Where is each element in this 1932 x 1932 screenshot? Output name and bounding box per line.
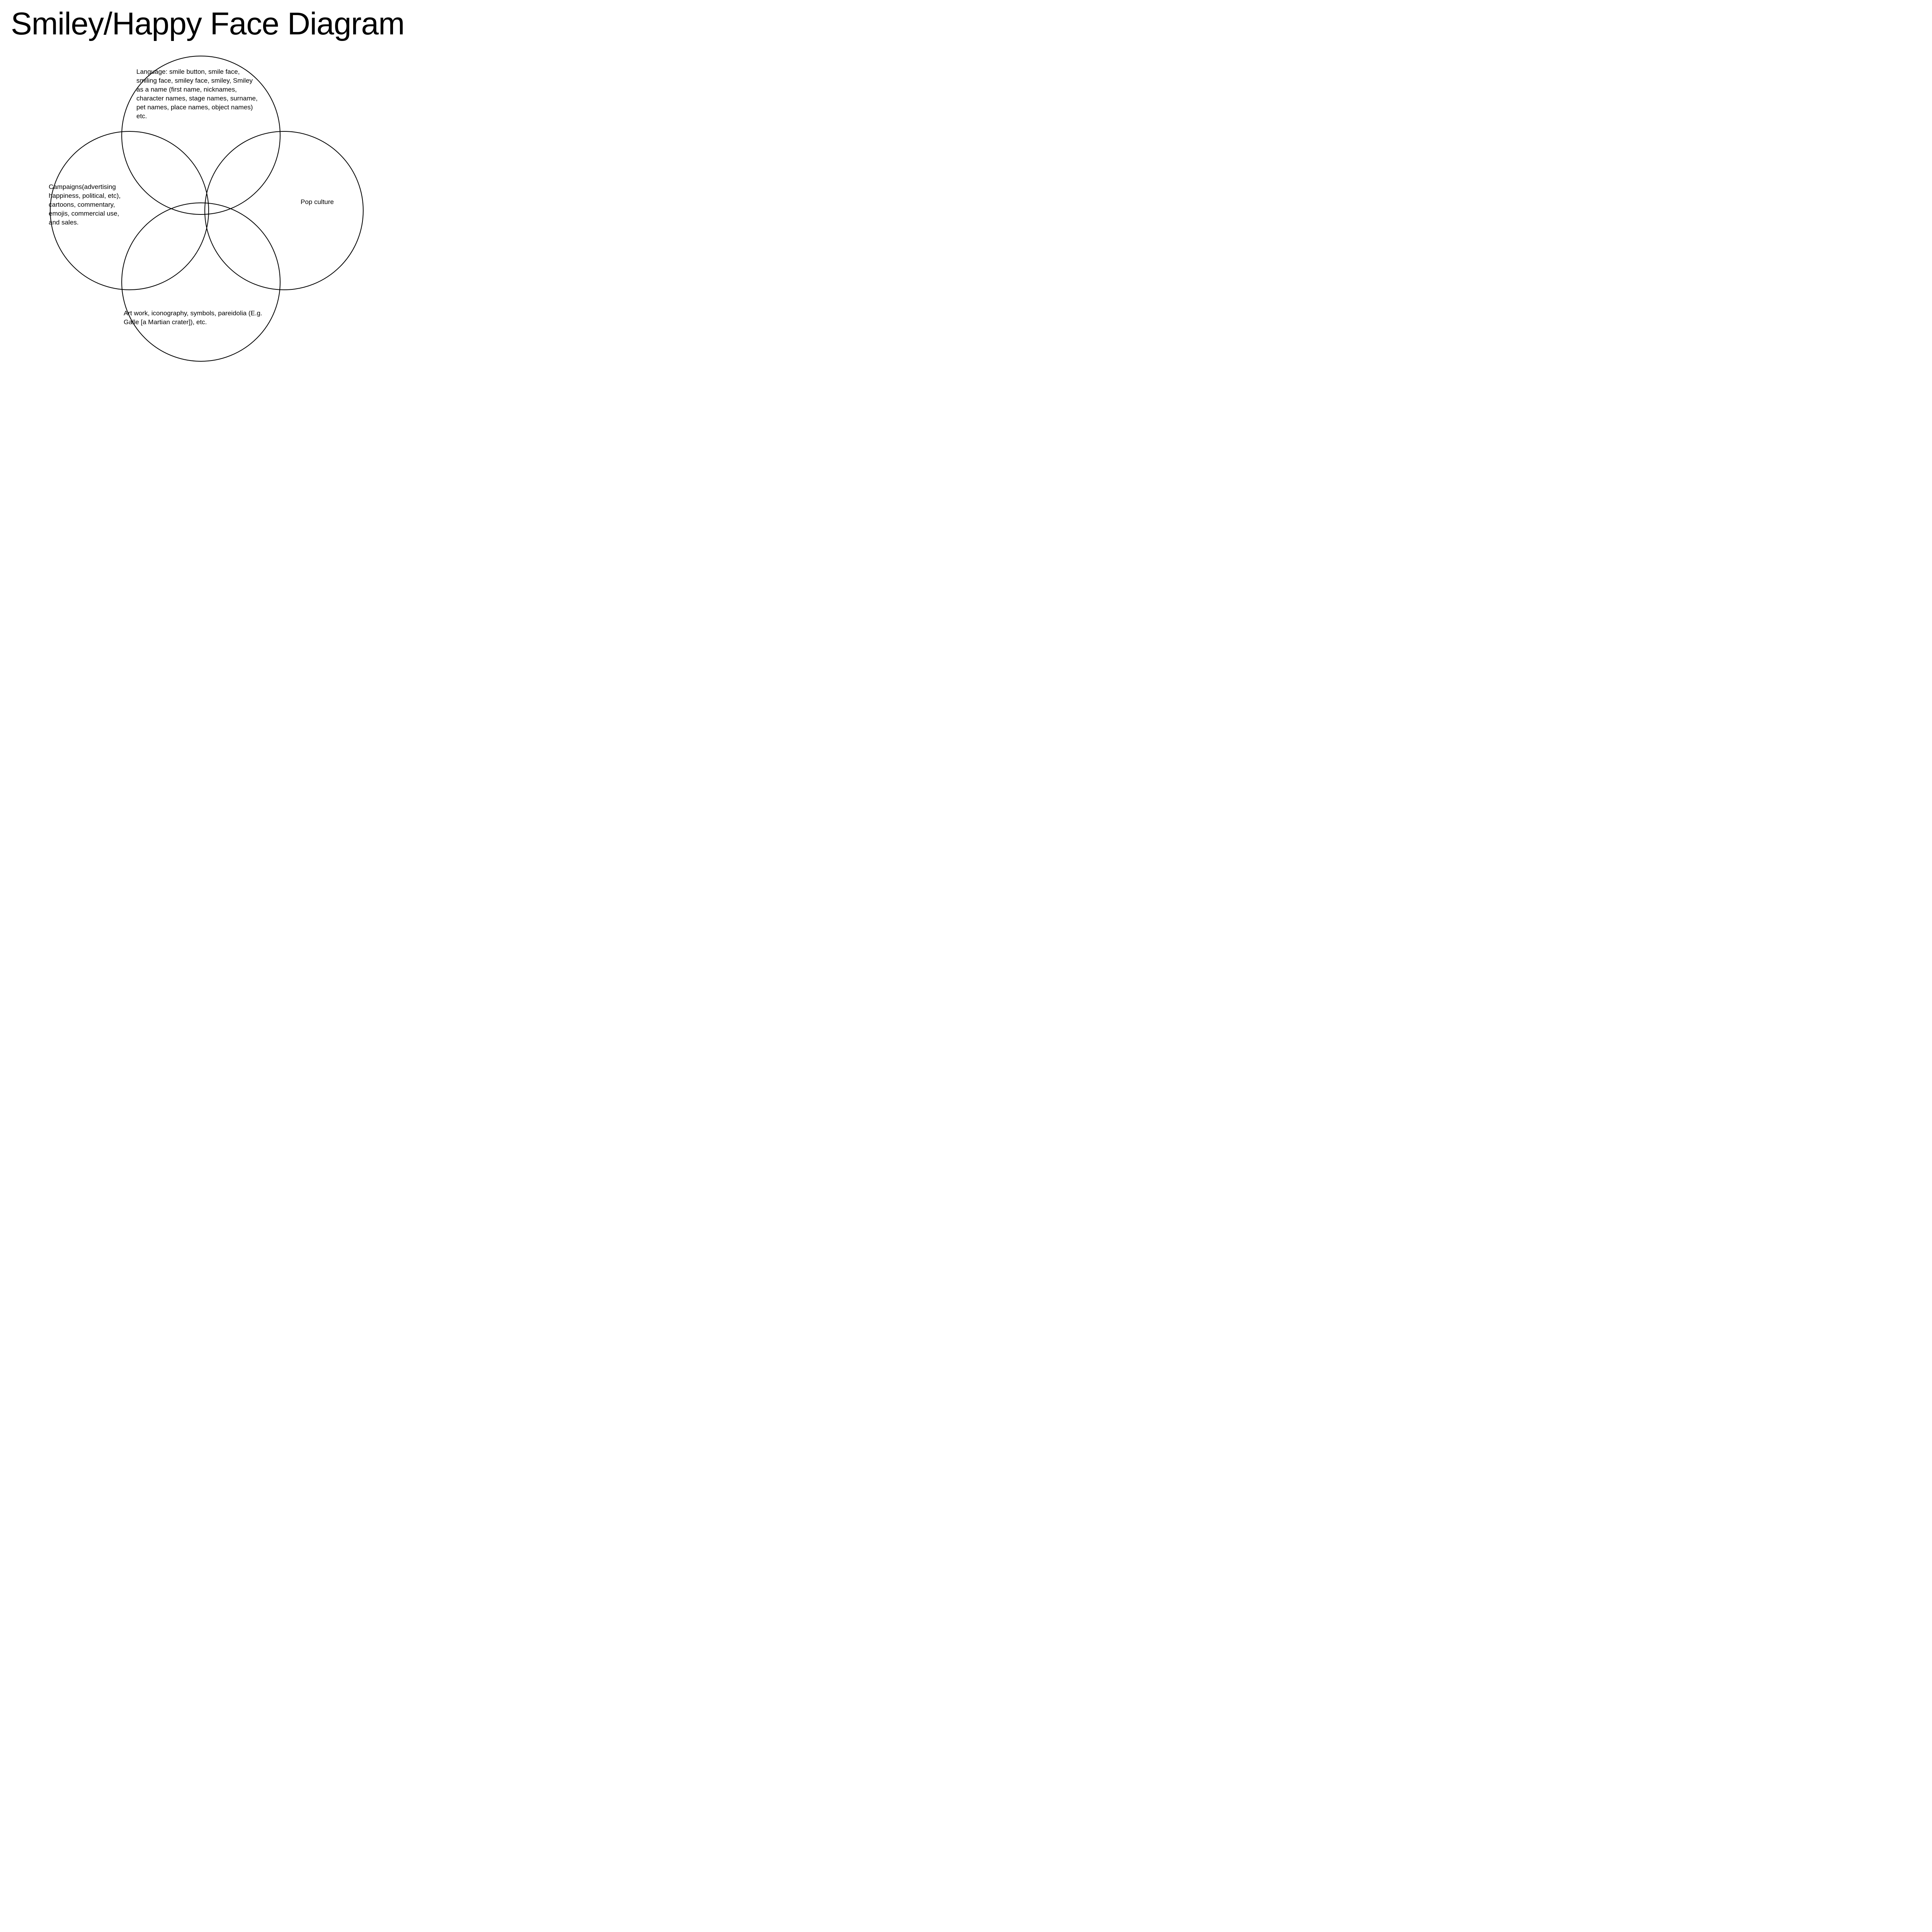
venn-circle-bottom (122, 203, 280, 361)
venn-label-top: Language: smile button, smile face, smil… (136, 68, 260, 121)
venn-label-left: Campaigns(advertising happiness, politic… (49, 183, 126, 227)
venn-label-bottom: Art work, iconography, symbols, pareidol… (124, 309, 263, 327)
venn-diagram-page: Smiley/Happy Face Diagram Language: smil… (0, 0, 419, 387)
venn-circle-right (205, 131, 363, 290)
venn-label-right: Pop culture (301, 198, 359, 207)
